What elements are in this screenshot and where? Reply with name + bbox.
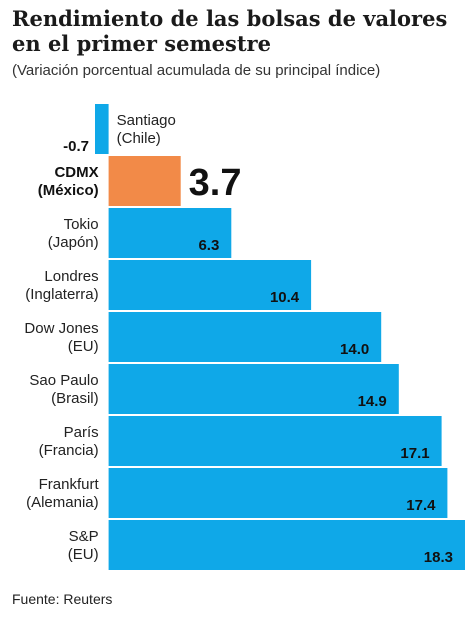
- category-label-1: CDMX (México): [38, 164, 99, 199]
- chart-title: Rendimiento de las bolsas de valores en …: [12, 6, 448, 56]
- category-label-4: Dow Jones (EU): [24, 320, 98, 355]
- source-note: Fuente: Reuters: [12, 591, 113, 607]
- category-label-8: S&P (EU): [68, 528, 99, 563]
- value-label-4: 14.0: [340, 341, 369, 358]
- bar-1: [108, 156, 181, 206]
- bar-7: [108, 468, 448, 518]
- value-label-0: -0.7: [63, 138, 89, 155]
- bar-6: [108, 416, 442, 466]
- category-label-6: París (Francia): [39, 424, 99, 459]
- bar-2: [108, 208, 232, 258]
- category-label-2: Tokio (Japón): [48, 216, 99, 251]
- bar-4: [108, 312, 382, 362]
- bar-5: [108, 364, 399, 414]
- value-label-3: 10.4: [270, 289, 300, 306]
- bar-8: [108, 520, 465, 570]
- category-label-7: Frankfurt (Alemania): [26, 476, 99, 511]
- value-label-8: 18.3: [424, 549, 453, 566]
- category-label-0: Santiago (Chile): [117, 112, 176, 147]
- value-label-6: 17.1: [400, 445, 429, 462]
- value-label-5: 14.9: [358, 393, 387, 410]
- value-label-2: 6.3: [198, 237, 219, 254]
- category-label-3: Londres (Inglaterra): [25, 268, 98, 303]
- value-label-1: 3.7: [189, 162, 242, 204]
- category-label-5: Sao Paulo (Brasil): [29, 372, 98, 407]
- value-label-7: 17.4: [406, 497, 436, 514]
- chart-subtitle: (Variación porcentual acumulada de su pr…: [12, 62, 381, 79]
- bar-0: [95, 104, 109, 154]
- bar-3: [108, 260, 312, 310]
